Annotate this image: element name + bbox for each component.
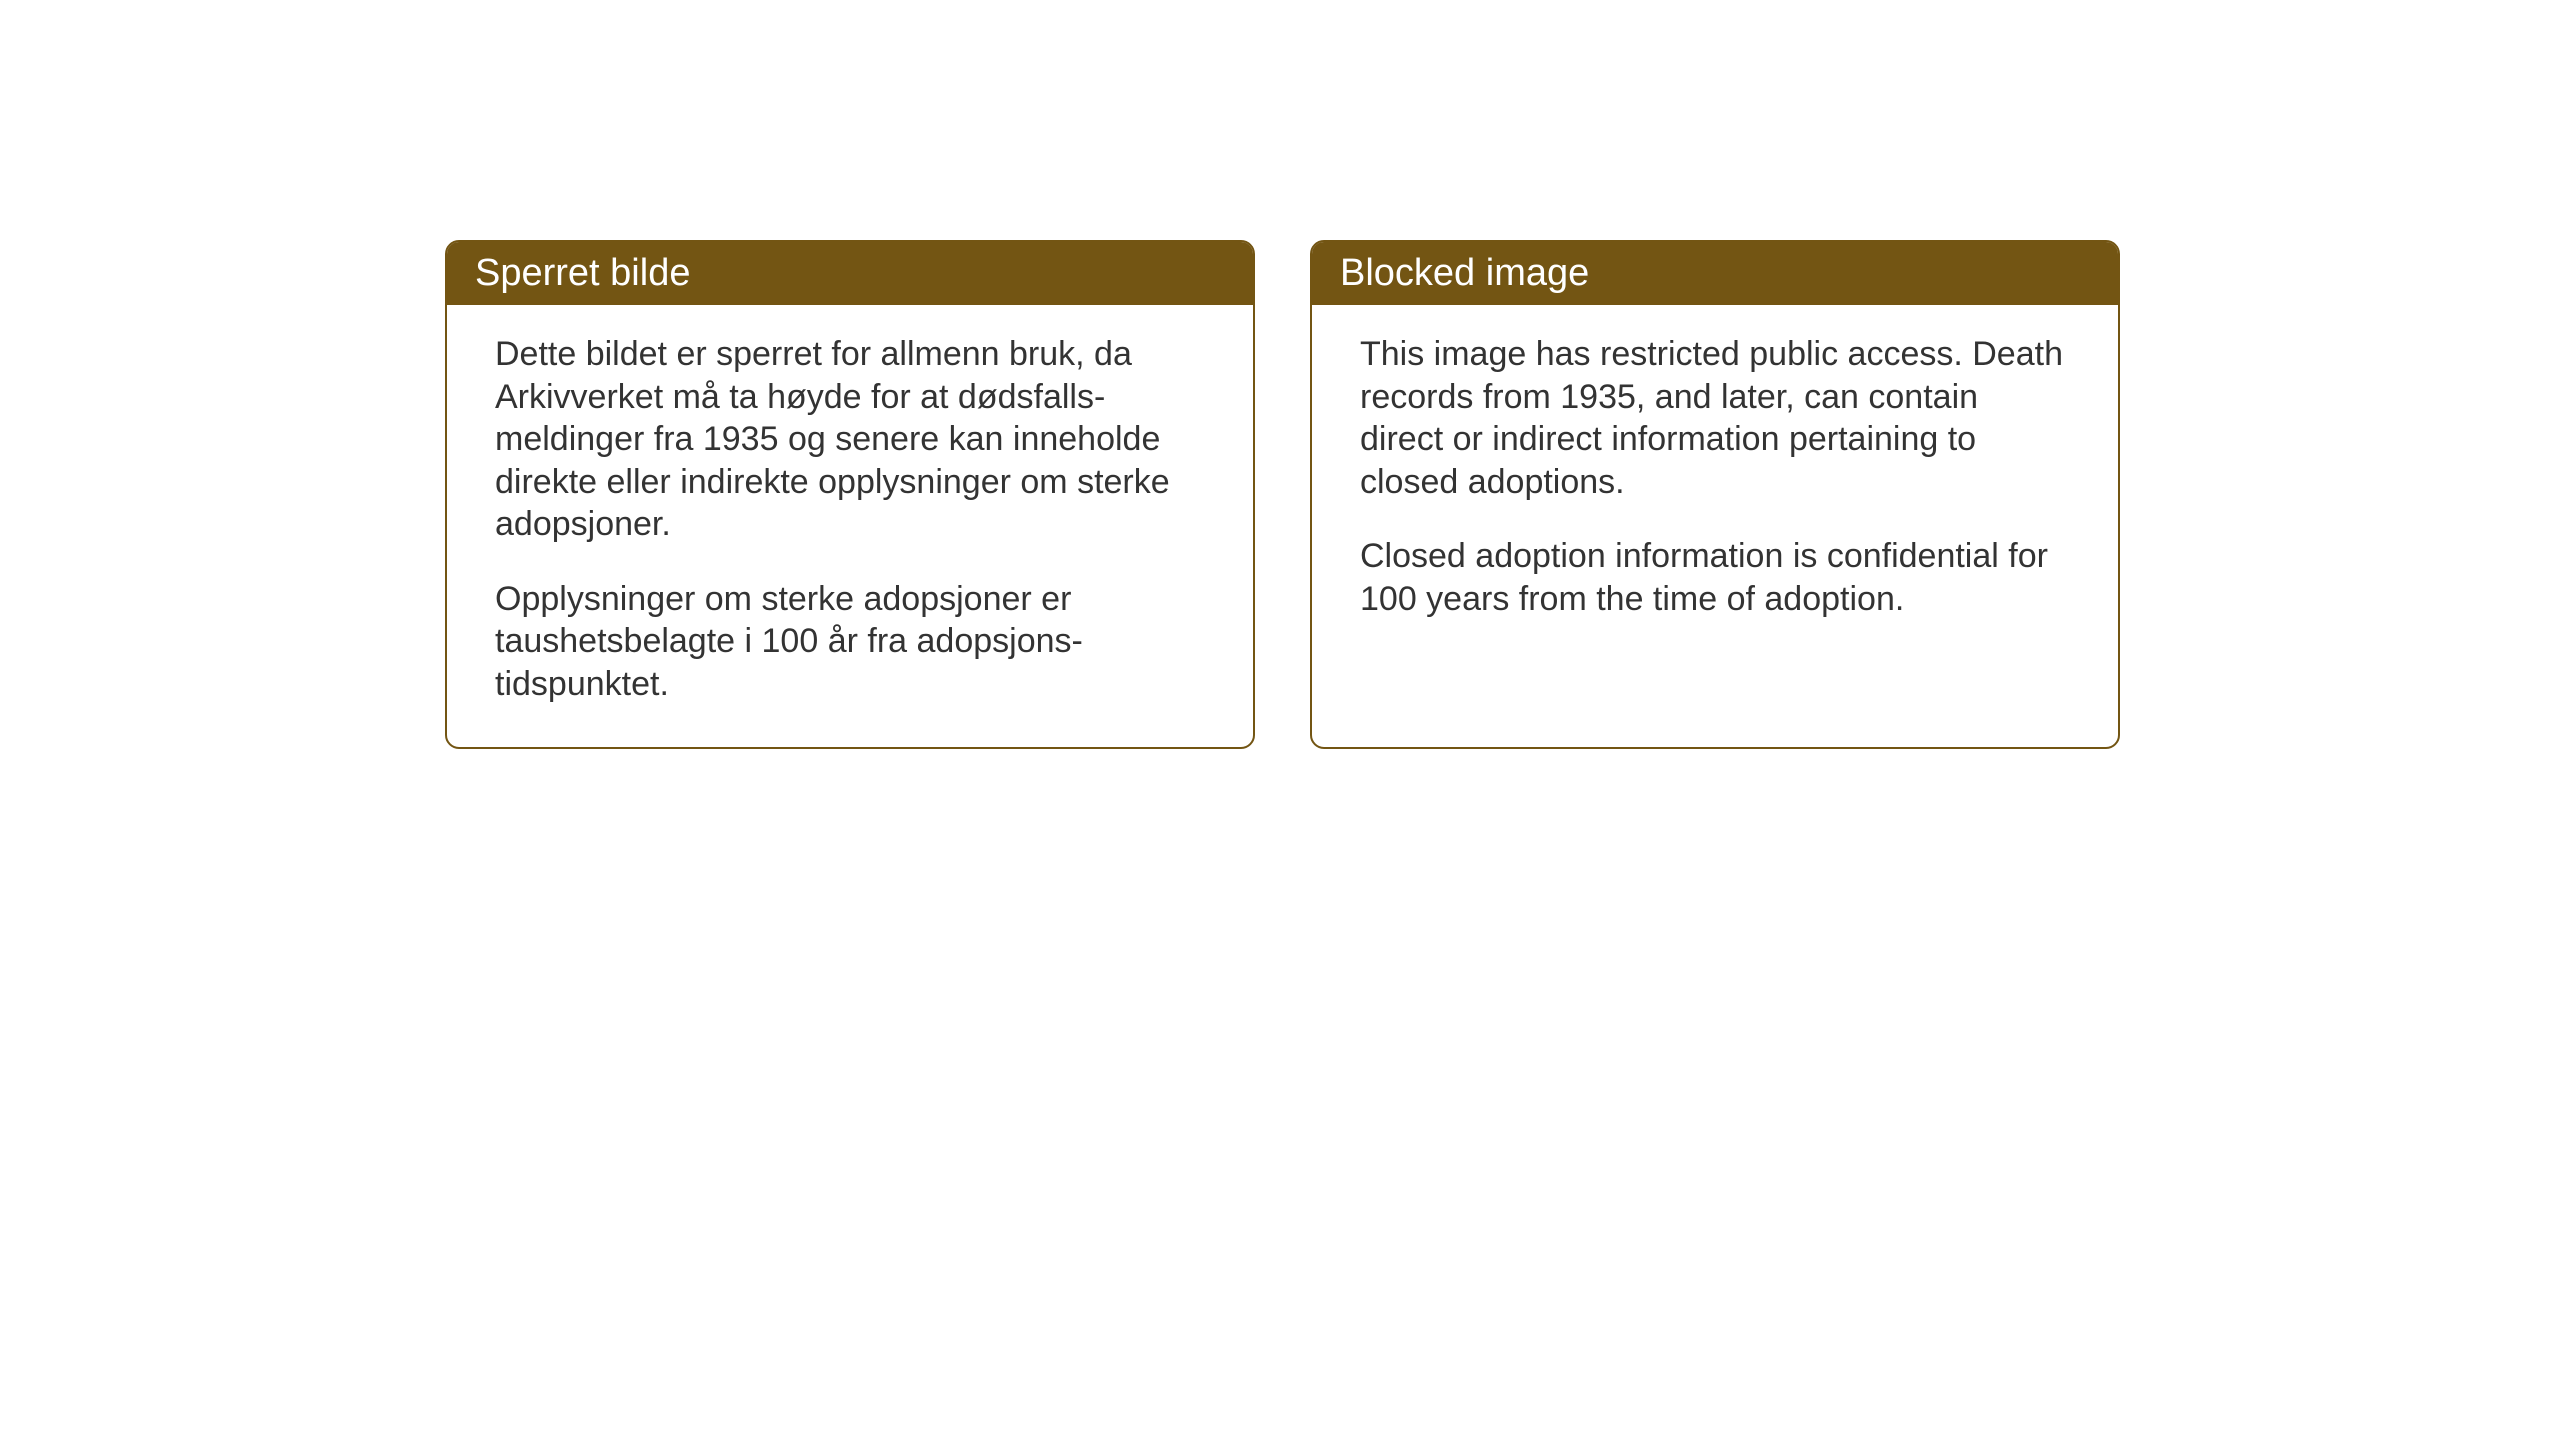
notice-header-norwegian: Sperret bilde [447, 242, 1253, 305]
notice-paragraph-2-norwegian: Opplysninger om sterke adopsjoner er tau… [495, 578, 1205, 706]
notice-paragraph-1-norwegian: Dette bildet er sperret for allmenn bruk… [495, 333, 1205, 546]
notice-box-english: Blocked image This image has restricted … [1310, 240, 2120, 749]
notice-header-english: Blocked image [1312, 242, 2118, 305]
notice-body-norwegian: Dette bildet er sperret for allmenn bruk… [447, 305, 1253, 747]
notices-container: Sperret bilde Dette bildet er sperret fo… [445, 240, 2120, 749]
notice-body-english: This image has restricted public access.… [1312, 305, 2118, 662]
notice-paragraph-1-english: This image has restricted public access.… [1360, 333, 2070, 503]
notice-title-english: Blocked image [1340, 252, 1589, 294]
notice-box-norwegian: Sperret bilde Dette bildet er sperret fo… [445, 240, 1255, 749]
notice-paragraph-2-english: Closed adoption information is confident… [1360, 535, 2070, 620]
notice-title-norwegian: Sperret bilde [475, 252, 690, 294]
